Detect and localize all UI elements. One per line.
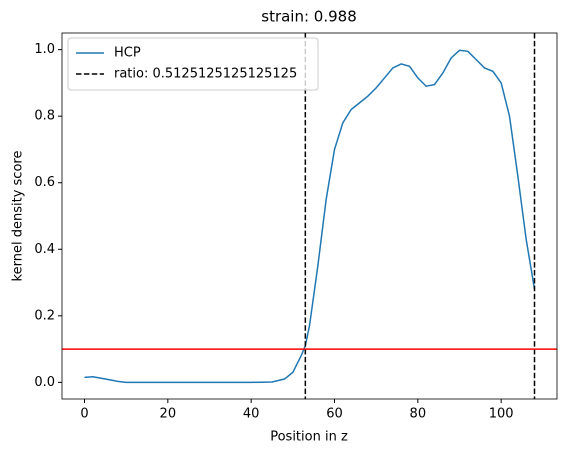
legend-label: HCP [114, 46, 141, 61]
y-tick-label: 0.0 [34, 375, 55, 390]
x-tick-label: 100 [489, 407, 514, 422]
x-tick-label: 0 [80, 407, 88, 422]
y-tick-label: 0.6 [34, 175, 55, 190]
x-tick-label: 40 [243, 407, 260, 422]
x-tick-label: 20 [160, 407, 177, 422]
y-tick-label: 1.0 [34, 42, 55, 57]
y-tick-label: 0.8 [34, 109, 55, 124]
chart-title: strain: 0.988 [261, 8, 357, 26]
legend-label: ratio: 0.5125125125125125 [114, 67, 297, 82]
y-axis-label: kernel density score [11, 151, 26, 282]
y-tick-label: 0.4 [34, 242, 55, 257]
legend-box [67, 37, 319, 91]
data-line [84, 49, 536, 384]
x-tick-label: 60 [326, 407, 343, 422]
y-tick-label: 0.2 [34, 308, 55, 323]
x-tick-label: 80 [410, 407, 427, 422]
axes-frame [61, 32, 558, 400]
x-axis-label: Position in z [270, 430, 348, 445]
